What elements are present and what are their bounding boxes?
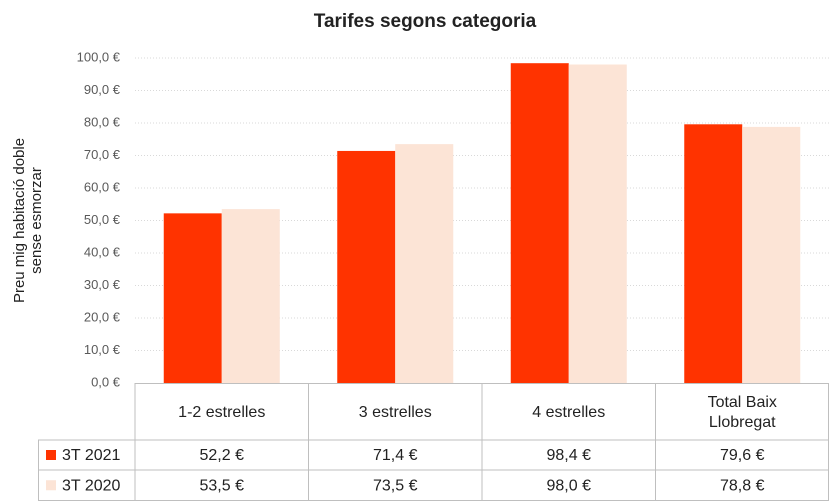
category-cell: 4 estrelles	[532, 404, 606, 421]
y-tick-label: 0,0 €	[91, 374, 121, 389]
x-tick-label: 4 estrelles	[532, 404, 606, 421]
table-value: 53,5 €	[200, 477, 245, 494]
table-value: 71,4 €	[373, 447, 418, 464]
y-tick-label: 80,0 €	[84, 114, 121, 129]
bar	[395, 144, 454, 383]
bar	[337, 150, 396, 383]
table-value: 79,6 €	[720, 447, 765, 464]
category-cell: 3 estrelles	[358, 404, 432, 421]
y-axis-label: Preu mig habitació doblesense esmorzar	[11, 138, 45, 303]
x-tick-label: 1-2 estrelles	[178, 404, 266, 421]
y-tick-label: 30,0 €	[84, 277, 121, 292]
y-tick-label: 10,0 €	[84, 342, 121, 357]
y-tick-label: 50,0 €	[84, 212, 121, 227]
table-value: 78,8 €	[720, 477, 765, 494]
table-value: 73,5 €	[373, 477, 418, 494]
y-tick-label: 20,0 €	[84, 309, 121, 324]
y-tick-label: 40,0 €	[84, 244, 121, 259]
legend-label: 3T 2020	[62, 477, 121, 494]
category-cell: Total Baix Llobregat	[707, 394, 777, 431]
bar	[568, 64, 627, 383]
table-value: 52,2 €	[200, 447, 245, 464]
x-tick-label: 3 estrelles	[358, 404, 432, 421]
legend-key	[46, 450, 56, 460]
y-axis-label-line: sense esmorzar	[28, 167, 45, 274]
x-tick-label: Total Baix Llobregat	[707, 394, 777, 431]
legend-key	[46, 480, 56, 491]
legend-label: 3T 2021	[62, 447, 121, 464]
bar	[510, 63, 569, 383]
y-tick-label: 90,0 €	[84, 82, 121, 97]
y-tick-label: 100,0 €	[77, 49, 121, 64]
y-tick-label: 60,0 €	[84, 179, 121, 194]
table-value: 98,0 €	[547, 477, 592, 494]
table-value: 98,4 €	[547, 447, 592, 464]
y-tick-label: 70,0 €	[84, 147, 121, 162]
y-axis-label-line: Preu mig habitació doble	[11, 138, 28, 303]
bar	[742, 126, 801, 384]
chart-title: Tarifes segons categoria	[314, 11, 537, 32]
bar	[221, 209, 280, 383]
bar	[684, 124, 743, 384]
category-cell: 1-2 estrelles	[178, 404, 266, 421]
bar	[163, 213, 222, 383]
